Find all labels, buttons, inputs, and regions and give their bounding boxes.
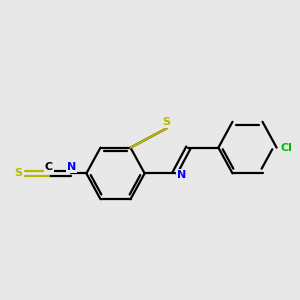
Text: C: C	[44, 162, 53, 172]
Text: N: N	[177, 170, 186, 180]
Text: S: S	[14, 168, 22, 178]
Text: S: S	[163, 117, 170, 127]
Text: Cl: Cl	[280, 142, 292, 153]
Text: N: N	[67, 162, 76, 172]
